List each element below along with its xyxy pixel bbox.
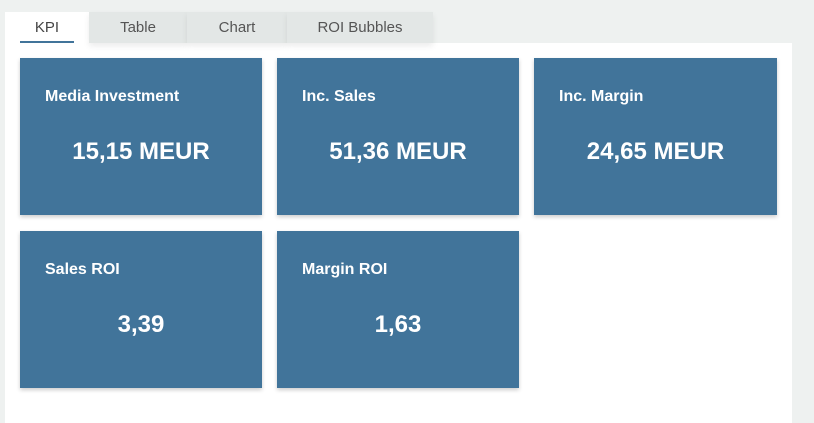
kpi-card-margin-roi: Margin ROI 1,63: [277, 231, 519, 388]
tab-bar: KPI Table Chart ROI Bubbles: [5, 12, 433, 43]
kpi-card-sales-roi: Sales ROI 3,39: [20, 231, 262, 388]
kpi-card-media-investment: Media Investment 15,15 MEUR: [20, 58, 262, 215]
kpi-value: 1,63: [374, 311, 422, 338]
kpi-card-inc-margin: Inc. Margin 24,65 MEUR: [534, 58, 777, 215]
kpi-title: Inc. Margin: [559, 88, 644, 105]
kpi-title: Sales ROI: [45, 261, 120, 278]
kpi-value: 15,15 MEUR: [72, 138, 210, 165]
tab-roi-bubbles[interactable]: ROI Bubbles: [287, 12, 433, 43]
tab-chart[interactable]: Chart: [187, 12, 287, 43]
kpi-value: 24,65 MEUR: [586, 138, 725, 165]
kpi-value: 3,39: [117, 311, 165, 338]
kpi-value: 51,36 MEUR: [329, 138, 467, 165]
kpi-card-inc-sales: Inc. Sales 51,36 MEUR: [277, 58, 519, 215]
tab-kpi[interactable]: KPI: [5, 12, 89, 43]
kpi-title: Margin ROI: [302, 261, 388, 278]
tab-table[interactable]: Table: [89, 12, 187, 43]
kpi-title: Media Investment: [45, 88, 180, 105]
kpi-title: Inc. Sales: [302, 88, 376, 105]
